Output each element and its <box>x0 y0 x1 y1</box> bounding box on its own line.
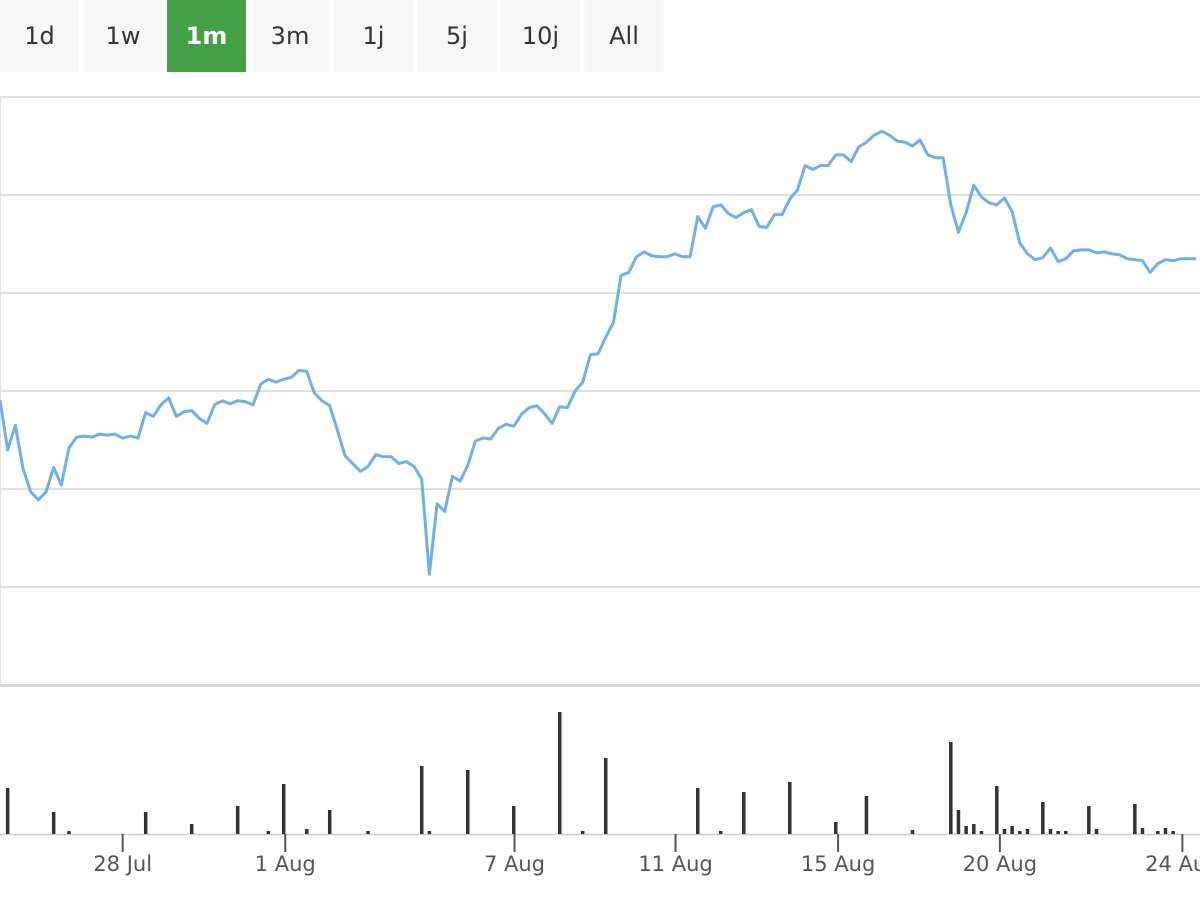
range-button[interactable] <box>167 0 246 72</box>
volume-bar <box>557 712 562 834</box>
range-button-label[interactable]: 5j <box>446 22 468 50</box>
range-button-label[interactable]: 1d <box>24 22 55 50</box>
volume-bar <box>1140 828 1145 834</box>
x-tick-label: 7 Aug <box>484 852 545 876</box>
volume-bar <box>972 824 976 834</box>
volume-bar <box>1010 826 1014 834</box>
range-button-label[interactable]: 1m <box>186 22 228 50</box>
volume-bar <box>1156 831 1160 834</box>
range-button-label[interactable]: 1j <box>363 22 385 50</box>
volume-bar <box>1087 806 1091 834</box>
range-button[interactable] <box>584 0 664 72</box>
range-button-label[interactable]: All <box>609 22 639 50</box>
range-button[interactable] <box>417 0 497 72</box>
x-tick-label: 24 Aug <box>1145 852 1200 876</box>
volume-bar <box>580 831 585 834</box>
volume-bar <box>327 810 332 834</box>
range-button[interactable] <box>250 0 330 72</box>
volume-bar <box>788 782 792 834</box>
volume-bar <box>1056 831 1060 834</box>
volume-bar <box>143 812 148 834</box>
volume-bar <box>1018 831 1022 834</box>
volume-bar <box>1048 829 1053 834</box>
volume-bar <box>304 829 309 834</box>
volume-bar <box>5 788 10 834</box>
x-tick-label: 20 Aug <box>963 852 1037 876</box>
range-button-label[interactable]: 1w <box>106 22 141 50</box>
volume-bar <box>696 788 700 834</box>
volume-bar <box>1163 828 1168 834</box>
volume-bar <box>1171 831 1175 834</box>
price-line <box>0 129 1197 576</box>
range-button[interactable] <box>334 0 413 72</box>
range-button[interactable] <box>83 0 163 72</box>
volume-bar <box>1002 829 1007 834</box>
volume-bar <box>427 831 432 834</box>
volume-bar <box>419 766 424 834</box>
volume-bar <box>1025 829 1030 834</box>
volume-bar <box>1041 802 1045 834</box>
volume-bar <box>266 831 271 834</box>
volume-bar <box>51 812 56 834</box>
range-button[interactable] <box>0 0 79 72</box>
x-tick-label: 11 Aug <box>638 852 712 876</box>
volume-bar <box>511 806 516 834</box>
volume-bar <box>910 830 915 834</box>
volume-bar <box>1094 829 1099 834</box>
volume-bar <box>1064 831 1068 834</box>
volume-bar <box>235 806 240 834</box>
volume-bar <box>956 810 961 834</box>
volume-bar <box>366 831 370 834</box>
volume-bar <box>834 822 838 834</box>
volume-bar <box>964 826 968 834</box>
range-button-label[interactable]: 3m <box>271 22 310 50</box>
volume-bar <box>864 796 869 834</box>
volume-bar <box>465 770 470 834</box>
volume-bar <box>719 831 723 834</box>
range-button[interactable] <box>501 0 580 72</box>
x-tick-label: 1 Aug <box>255 852 316 876</box>
volume-bar <box>995 786 999 834</box>
volume-bar <box>189 824 194 834</box>
range-button-label[interactable]: 10j <box>522 22 559 50</box>
volume-bar <box>949 742 953 834</box>
x-tick-label: 28 Jul <box>93 852 152 876</box>
volume-bar <box>604 758 608 834</box>
volume-bar <box>281 784 286 834</box>
volume-bar <box>67 831 71 834</box>
x-tick-label: 15 Aug <box>801 852 875 876</box>
volume-bar <box>742 792 746 834</box>
volume-bar <box>979 831 984 834</box>
volume-bar <box>1133 804 1137 834</box>
